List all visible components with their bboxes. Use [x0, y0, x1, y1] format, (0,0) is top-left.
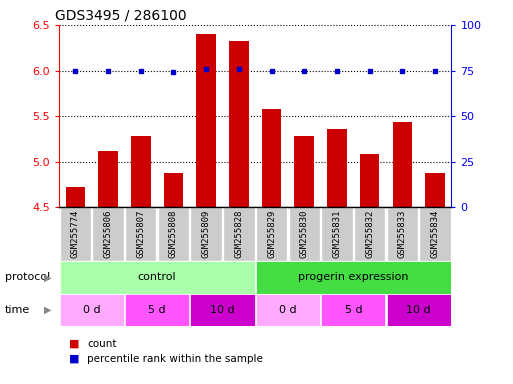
Bar [229, 41, 249, 207]
Bar [164, 173, 183, 207]
Text: GSM255807: GSM255807 [136, 210, 145, 258]
Text: GSM255829: GSM255829 [267, 210, 276, 258]
Bar [289, 207, 320, 261]
Bar [196, 34, 216, 207]
Bar [354, 207, 385, 261]
Text: GSM255834: GSM255834 [430, 210, 440, 258]
Text: GSM255831: GSM255831 [332, 210, 342, 258]
Text: 5 d: 5 d [345, 305, 362, 315]
Bar [392, 122, 412, 207]
Bar [387, 207, 418, 261]
Bar [190, 207, 222, 261]
Bar [327, 129, 347, 207]
Bar [360, 154, 380, 207]
Bar [256, 207, 287, 261]
Text: 10 d: 10 d [406, 305, 431, 315]
Text: ■: ■ [69, 339, 80, 349]
Bar [98, 151, 118, 207]
Text: ▶: ▶ [44, 305, 51, 315]
Bar [321, 207, 352, 261]
Bar [262, 109, 281, 207]
Bar [256, 261, 451, 294]
Bar [66, 187, 85, 207]
Text: GSM255808: GSM255808 [169, 210, 178, 258]
Text: GSM255833: GSM255833 [398, 210, 407, 258]
Text: ▶: ▶ [44, 272, 51, 283]
Text: GSM255832: GSM255832 [365, 210, 374, 258]
Bar [387, 294, 451, 326]
Text: time: time [5, 305, 30, 315]
Bar [158, 207, 189, 261]
Text: 10 d: 10 d [210, 305, 235, 315]
Text: ■: ■ [69, 354, 80, 364]
Bar [92, 207, 124, 261]
Text: progerin expression: progerin expression [298, 272, 408, 283]
Text: GSM255774: GSM255774 [71, 210, 80, 258]
Bar [294, 136, 314, 207]
Text: 0 d: 0 d [83, 305, 101, 315]
Bar [223, 207, 254, 261]
Bar [125, 294, 189, 326]
Text: GSM255828: GSM255828 [234, 210, 243, 258]
Text: GSM255809: GSM255809 [202, 210, 211, 258]
Bar [125, 207, 156, 261]
Text: GSM255806: GSM255806 [104, 210, 112, 258]
Text: protocol: protocol [5, 272, 50, 283]
Bar [60, 207, 91, 261]
Bar [256, 294, 320, 326]
Bar [131, 136, 150, 207]
Text: 5 d: 5 d [148, 305, 166, 315]
Bar [420, 207, 451, 261]
Text: 0 d: 0 d [279, 305, 297, 315]
Bar [425, 173, 445, 207]
Text: percentile rank within the sample: percentile rank within the sample [87, 354, 263, 364]
Bar [321, 294, 385, 326]
Text: GDS3495 / 286100: GDS3495 / 286100 [55, 8, 187, 22]
Text: control: control [138, 272, 176, 283]
Bar [60, 261, 254, 294]
Bar [60, 294, 124, 326]
Text: count: count [87, 339, 117, 349]
Bar [190, 294, 254, 326]
Text: GSM255830: GSM255830 [300, 210, 309, 258]
